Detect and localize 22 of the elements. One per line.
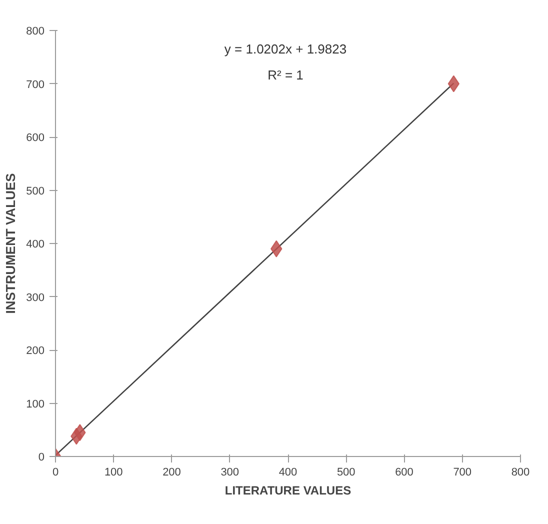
y-tick-label: 300: [26, 292, 45, 304]
annotation: R² = 1: [268, 68, 304, 82]
y-tick-label: 600: [26, 132, 45, 144]
annotation: y = 1.0202x + 1.9823: [224, 42, 347, 56]
y-tick-label: 400: [26, 238, 45, 250]
x-tick-label: 100: [104, 466, 123, 478]
y-tick-label: 800: [26, 26, 45, 38]
x-tick-label: 600: [395, 466, 414, 478]
y-tick-label: 0: [38, 452, 45, 464]
x-tick-label: 800: [511, 466, 530, 478]
x-tick-label: 500: [336, 466, 356, 478]
x-tick-label: 400: [278, 466, 298, 478]
y-tick-label: 200: [26, 345, 45, 357]
y-tick-label: 500: [26, 185, 45, 198]
x-tick-label: 300: [220, 466, 240, 478]
x-axis-title: LITERATURE VALUES: [224, 484, 352, 498]
x-tick-label: 200: [162, 466, 181, 478]
x-tick-label: 700: [453, 466, 472, 478]
y-tick-label: 700: [26, 78, 45, 91]
y-axis-title: INSTRUMENT VALUES: [3, 172, 18, 314]
x-tick-label: 0: [52, 466, 59, 478]
y-tick-label: 100: [26, 398, 45, 410]
